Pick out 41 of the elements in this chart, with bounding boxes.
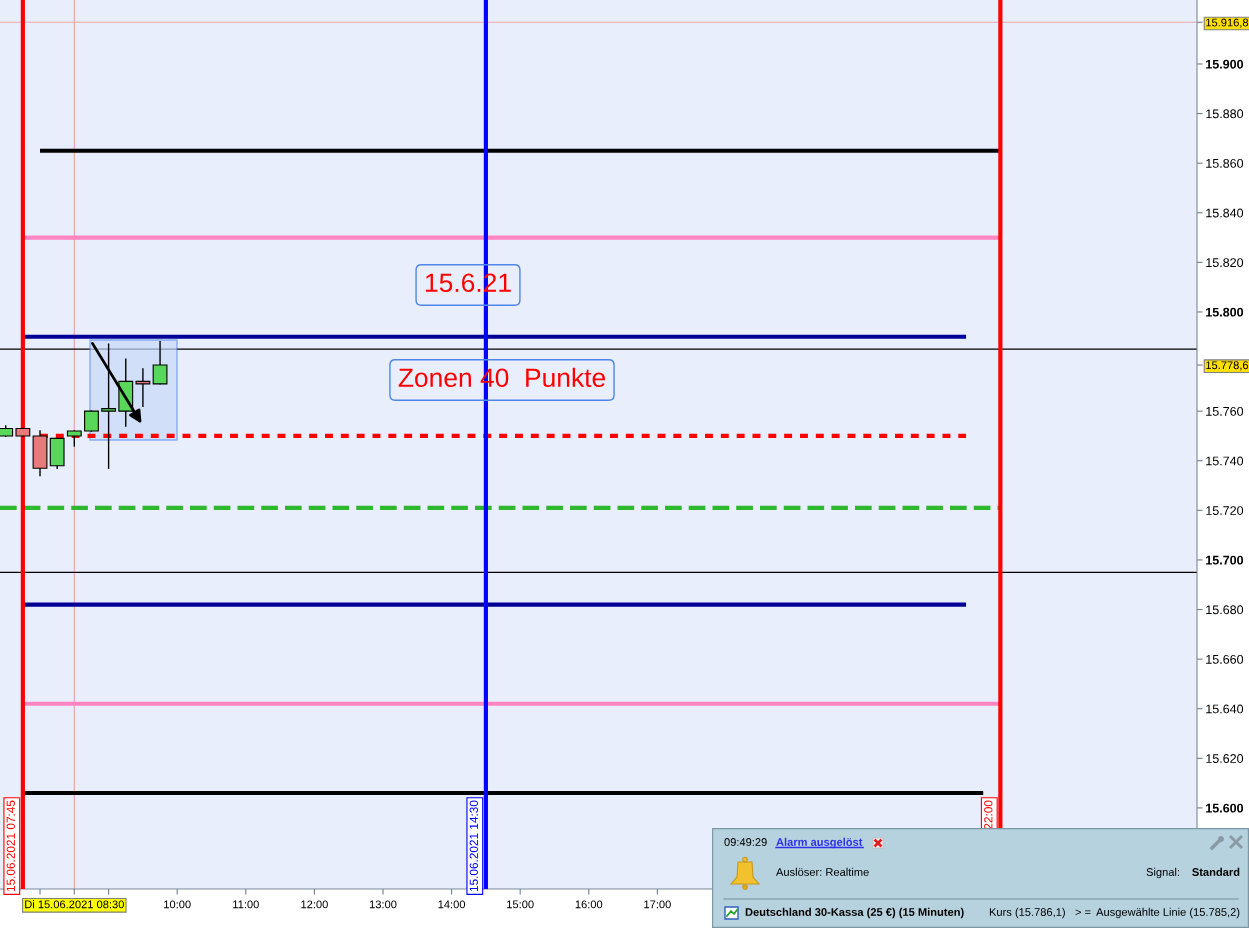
candlestick [135,368,151,407]
text: Ausgewählte Linie (15.785,2) [1096,907,1240,919]
y-tick-label: 15.600 [1206,803,1244,813]
x-tick-label: 14:00 [438,900,466,909]
y-tick-label: 15.916,8 [1206,18,1249,28]
ref-line-label: 15.06.2021 14:30 [469,800,478,892]
ref-line-label: 22:00 [984,800,993,830]
text: > = [1075,909,1091,916]
x-tick-label: 11:00 [233,900,259,909]
y-tick-label: 15.640 [1206,704,1244,714]
y-tick-label: 15.740 [1206,456,1244,466]
y-tick-label: 15.880 [1206,109,1244,119]
y-tick-label: 15.800 [1206,307,1244,317]
ref-line-label: 15.06.2021 07:45 [6,800,15,892]
y-tick-label: 15.778,6 [1206,361,1249,371]
x-tick-label: 12:00 [301,900,328,909]
y-tick-label: 15.720 [1206,506,1244,515]
x-tick-label: 15:00 [507,900,534,909]
annotation: Alarm ausgelöst [776,837,863,849]
x-tick-label: Di 15.06.2021 08:30 [25,900,124,909]
text: Deutschland 30-Kassa (25 €) (15 Minuten) [745,907,964,919]
annotation: 09:49:29 [724,838,767,846]
x-tick-label: 10:00 [164,900,191,909]
x-tick-label: 16:00 [575,900,603,909]
annotation: Signal: [1146,867,1179,879]
y-tick-label: 15.660 [1206,654,1244,664]
text: Kurs (15.786,1) [989,907,1065,919]
candlestick [84,410,99,432]
x-tick-label: 17:00 [644,900,671,909]
y-tick-label: 15.620 [1206,754,1244,763]
y-tick-label: 15.680 [1206,605,1244,615]
y-tick-label: 15.700 [1206,555,1244,565]
x-tick-label: 13:00 [369,900,397,909]
y-tick-label: 15.900 [1206,59,1244,69]
candlestick [152,341,168,385]
y-tick-label: 15.860 [1206,158,1244,168]
y-tick-label: 15.820 [1206,258,1244,268]
y-tick-label: 15.840 [1206,208,1244,218]
annotation: Auslöser: Realtime [776,867,869,876]
y-tick-label: 15.760 [1206,406,1244,416]
annotation: Standard [1192,867,1240,876]
